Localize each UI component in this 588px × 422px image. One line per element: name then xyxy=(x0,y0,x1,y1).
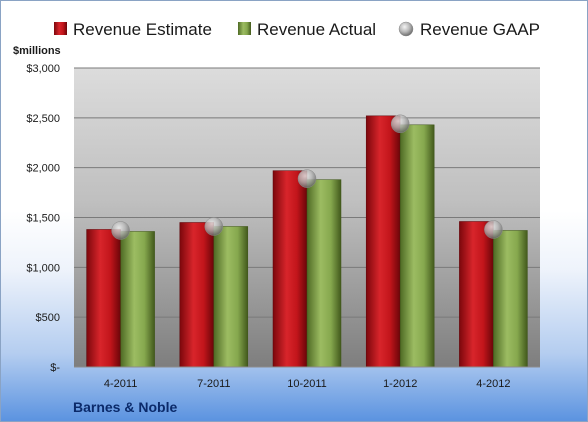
bar-revenue-actual-7-2011 xyxy=(213,226,249,368)
marker-revenue-gaap-4-2012 xyxy=(484,220,503,239)
bar-revenue-estimate-10-2011 xyxy=(272,170,308,368)
y-axis-ticks: $3,000 $2,500 $2,000 $1,500 $1,000 $500 $- xyxy=(26,63,60,374)
gaap-markers xyxy=(111,114,503,240)
y-tick-label: $2,500 xyxy=(26,113,60,125)
legend: Revenue Estimate Revenue Actual Revenue … xyxy=(54,20,540,39)
legend-label-revenue-gaap: Revenue GAAP xyxy=(420,20,540,39)
x-tick-label: 1-2012 xyxy=(383,378,417,390)
bars xyxy=(86,115,528,368)
x-tick-label: 4-2011 xyxy=(104,378,137,390)
legend-swatch-revenue-actual xyxy=(238,22,251,35)
marker-revenue-gaap-1-2012 xyxy=(390,114,410,134)
y-tick-label: $3,000 xyxy=(26,63,60,75)
bar-revenue-estimate-4-2011 xyxy=(86,229,121,368)
bar-revenue-actual-4-2011 xyxy=(120,231,155,368)
bar-revenue-estimate-7-2011 xyxy=(179,222,215,368)
y-tick-label: $2,000 xyxy=(26,163,60,175)
marker-revenue-gaap-10-2011 xyxy=(297,169,317,188)
x-tick-label: 4-2012 xyxy=(476,378,510,390)
company-name: Barnes & Noble xyxy=(73,399,177,415)
x-tick-label: 7-2011 xyxy=(197,378,230,390)
marker-revenue-gaap-4-2011 xyxy=(111,221,130,240)
x-axis-ticks: 4-2011 7-2011 10-2011 1-2012 4-2012 xyxy=(104,378,511,390)
y-tick-label: $1,500 xyxy=(26,213,60,225)
bar-revenue-actual-4-2012 xyxy=(493,230,528,368)
legend-swatch-revenue-estimate xyxy=(54,22,67,35)
y-tick-label: $500 xyxy=(36,312,60,324)
legend-label-revenue-actual: Revenue Actual xyxy=(257,20,376,39)
bar-revenue-estimate-4-2012 xyxy=(459,221,494,368)
y-axis-unit-label: $millions xyxy=(13,45,61,57)
legend-label-revenue-estimate: Revenue Estimate xyxy=(73,20,212,39)
bar-revenue-estimate-1-2012 xyxy=(365,115,401,368)
y-tick-label: $1,000 xyxy=(26,262,60,274)
marker-revenue-gaap-7-2011 xyxy=(204,217,224,236)
x-tick-label: 10-2011 xyxy=(287,378,327,390)
y-tick-label: $- xyxy=(50,362,60,374)
legend-marker-revenue-gaap xyxy=(398,21,414,37)
bar-revenue-actual-1-2012 xyxy=(399,124,435,368)
bar-revenue-actual-10-2011 xyxy=(306,179,342,368)
